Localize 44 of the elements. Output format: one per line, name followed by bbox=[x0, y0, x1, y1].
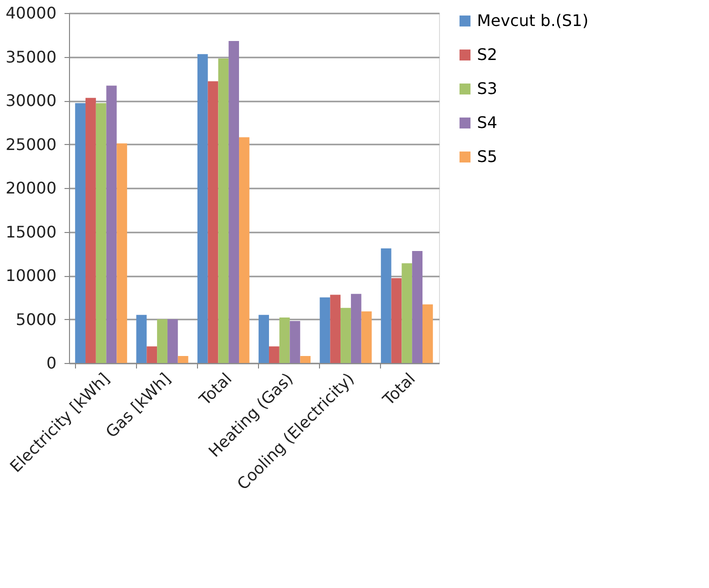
bar bbox=[146, 346, 158, 363]
bar bbox=[116, 143, 128, 363]
legend-label: S4 bbox=[477, 113, 498, 132]
legend-label: S5 bbox=[477, 147, 498, 166]
y-tick-label: 40000 bbox=[6, 4, 56, 22]
bar bbox=[290, 321, 300, 363]
bar bbox=[279, 318, 290, 363]
bar bbox=[412, 251, 422, 363]
bar bbox=[239, 137, 250, 363]
bar bbox=[422, 304, 433, 363]
y-tick-label: 15000 bbox=[6, 222, 56, 242]
bar bbox=[300, 356, 311, 363]
bar bbox=[136, 314, 147, 363]
bar bbox=[258, 314, 269, 363]
bar bbox=[228, 41, 240, 363]
y-tick-label: 35000 bbox=[6, 47, 56, 66]
y-tick-label: 20000 bbox=[6, 178, 56, 198]
bar bbox=[75, 103, 86, 363]
bar bbox=[268, 346, 280, 363]
y-tick-label: 25000 bbox=[6, 134, 56, 154]
bar bbox=[402, 263, 412, 363]
bar bbox=[178, 356, 188, 363]
bar bbox=[106, 86, 117, 363]
legend-label: S3 bbox=[477, 79, 498, 98]
bar bbox=[208, 81, 218, 363]
y-tick-label: 5000 bbox=[16, 310, 56, 329]
y-tick-label: 30000 bbox=[6, 91, 56, 110]
legend-label: S2 bbox=[477, 45, 498, 64]
legend-label: Mevcut b.(S1) bbox=[477, 11, 588, 30]
bar bbox=[350, 294, 362, 363]
bar bbox=[197, 54, 208, 363]
bar bbox=[380, 248, 392, 363]
y-tick-label: 0 bbox=[46, 354, 56, 372]
bar bbox=[157, 319, 168, 363]
bar bbox=[218, 58, 229, 363]
bar bbox=[96, 103, 106, 363]
y-tick-label: 10000 bbox=[6, 266, 56, 285]
bar bbox=[320, 297, 330, 363]
bar bbox=[167, 319, 178, 363]
bar bbox=[391, 278, 402, 363]
bar bbox=[330, 294, 341, 363]
bar bbox=[340, 308, 351, 363]
bar bbox=[86, 98, 96, 363]
bar bbox=[361, 311, 372, 363]
